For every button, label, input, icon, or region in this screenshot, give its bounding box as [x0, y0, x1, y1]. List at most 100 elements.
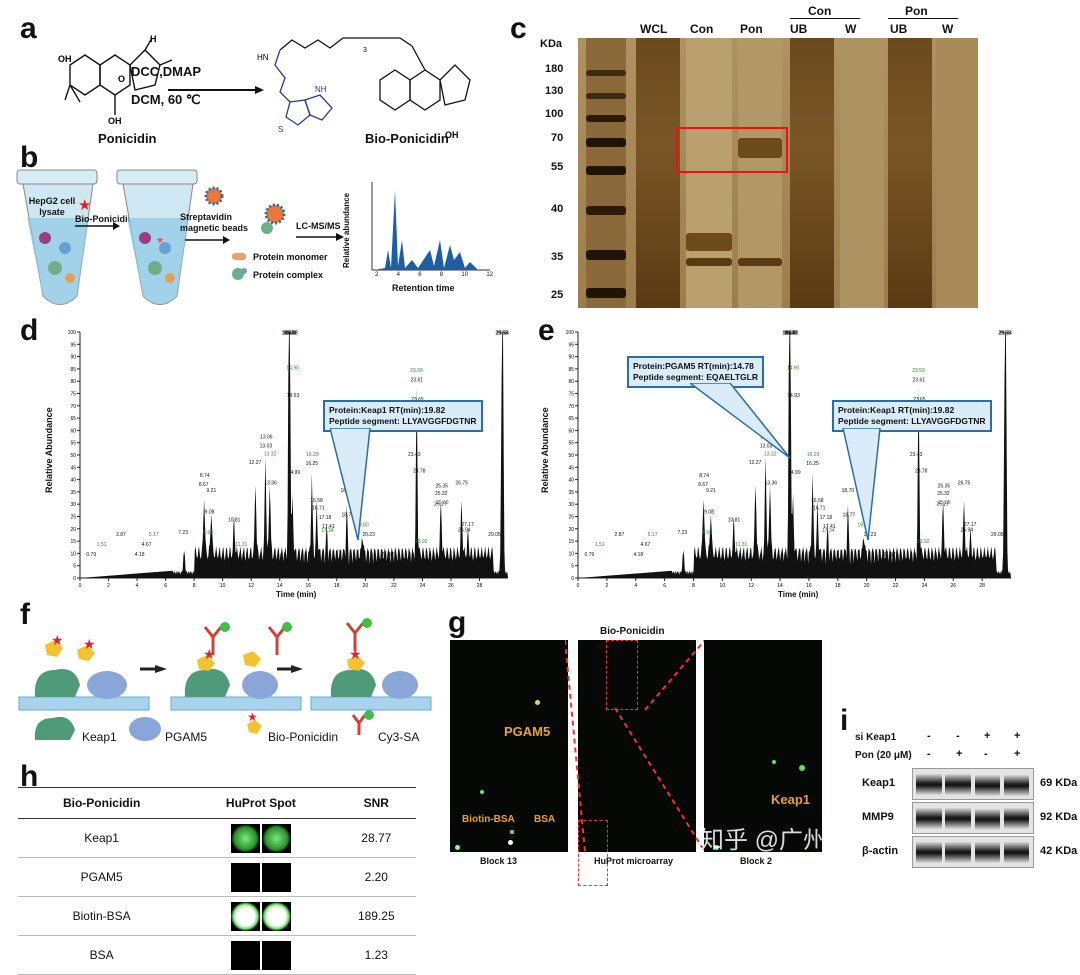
panel-label-h: h	[20, 760, 39, 793]
con-w-lane	[840, 38, 884, 308]
legend-cy3: Cy3-SA	[378, 730, 420, 744]
peak-label: 16.58	[811, 498, 824, 504]
con-ub-lane	[790, 38, 834, 308]
ponicidin-structure	[64, 37, 173, 115]
ponicidin-label: Ponicidin	[98, 131, 157, 146]
con-lane	[686, 38, 732, 308]
pon-lane	[738, 38, 782, 308]
peak-label: 23.78	[915, 469, 928, 475]
pon-label: Pon (20 μM)	[855, 750, 912, 761]
tick: 4	[396, 272, 400, 278]
y-tick: 10	[70, 551, 76, 557]
spot-image	[230, 862, 260, 892]
lane-label-ub: UB	[790, 22, 808, 36]
peak-label: 10.81	[228, 518, 241, 524]
y-tick: 10	[568, 551, 574, 557]
x-tick: 24	[420, 583, 426, 589]
marker-180: 180	[545, 63, 564, 75]
header-probe: Bio-Ponicidin	[18, 787, 186, 819]
legend-keap1: Keap1	[82, 730, 117, 744]
panel-label-f: f	[20, 598, 30, 631]
microarray-title: Bio-Ponicidin	[600, 626, 665, 637]
marker-40: 40	[551, 203, 564, 215]
arrow-icon	[296, 233, 344, 241]
highlight-box	[676, 127, 788, 173]
x-tick: 0	[577, 583, 580, 589]
peak-label: 7.23	[677, 530, 687, 536]
y-tick: 75	[70, 392, 76, 398]
y-tick: 40	[70, 478, 76, 484]
panel-label-b: b	[20, 141, 39, 174]
peak-label: 20.23	[362, 532, 375, 538]
row-name: Keap1	[18, 818, 186, 858]
arrow-icon	[75, 222, 120, 230]
microarray-label: HuProt microarray	[594, 856, 674, 866]
peak-label: 14.73	[784, 330, 797, 336]
y-tick: 15	[568, 539, 574, 545]
mini-chart-ylabel: Relative abundance	[342, 192, 351, 268]
row-snr: 2.20	[336, 857, 416, 897]
spectrum-d: 1009590858075706560555045403530252015105…	[68, 330, 510, 589]
peak-label: 25.32	[937, 491, 950, 497]
peak-label: 29.58	[496, 330, 509, 336]
y-tick: 75	[568, 392, 574, 398]
marker-130: 130	[545, 85, 564, 97]
blot-size: 69 KDa	[1040, 777, 1078, 789]
blot-size: 92 KDa	[1040, 811, 1078, 823]
peak-label: 2.87	[615, 532, 625, 538]
pon-ub-lane	[888, 38, 932, 308]
y-tick: 50	[568, 453, 574, 459]
legend-pgam5: PGAM5	[165, 730, 208, 744]
peak-label: 8.67	[199, 482, 209, 488]
legend-probe: Bio-Ponicidin	[268, 730, 339, 744]
header-snr: SNR	[336, 787, 416, 819]
x-tick: 4	[634, 583, 637, 589]
callout-line: Protein:PGAM5 RT(min):14.78	[633, 361, 754, 371]
x-tick: 0	[79, 583, 82, 589]
nh-label: NH	[315, 85, 327, 94]
svg-text:★: ★	[156, 235, 164, 245]
x-tick: 22	[391, 583, 397, 589]
peak-label: 23.92	[917, 539, 930, 545]
x-tick: 28	[979, 583, 985, 589]
spot-image	[261, 901, 291, 931]
sign: -	[927, 748, 931, 760]
callout-line: Peptide segment: LLYAVGGFDGTNR	[329, 416, 477, 427]
marker-35: 35	[551, 251, 564, 263]
y-tick: 0	[73, 576, 76, 582]
header-spot: HuProt Spot	[185, 787, 337, 819]
kda-label: KDa	[540, 38, 563, 50]
peak-label: 21.57	[381, 552, 394, 558]
blot-name: Keap1	[862, 777, 896, 789]
peak-label: 17.18	[319, 515, 332, 521]
complex-small-icon	[232, 268, 247, 280]
wcl-lane	[636, 38, 680, 308]
o-label: O	[118, 74, 125, 84]
x-tick: 22	[893, 583, 899, 589]
panel-label-c: c	[510, 12, 527, 45]
callout-line: Protein:Keap1 RT(min):19.82	[329, 405, 446, 415]
peak-label: 23.61	[411, 378, 424, 384]
lane-label-w: W	[845, 22, 857, 36]
mini-chart-xlabel: Retention time	[392, 283, 455, 293]
peak-label: 27.17	[461, 522, 474, 528]
marker-100: 100	[545, 108, 564, 120]
peak-label: 16.25	[806, 461, 819, 467]
row-snr: 1.23	[336, 935, 416, 975]
x-tick: 18	[334, 583, 340, 589]
peak-label: 4.18	[633, 552, 643, 558]
callout-pointer	[690, 383, 791, 459]
oh-label: OH	[58, 54, 72, 64]
reagents-bottom: DCM, 60 ℃	[131, 92, 201, 107]
peak-label: 16.29	[807, 452, 820, 458]
peak-label: 23.59	[410, 368, 423, 374]
peak-label: 14.77	[284, 330, 297, 336]
x-tick: 24	[922, 583, 928, 589]
panel-label-e: e	[538, 314, 555, 347]
bio-ponicidin-label: Bio-Ponicidin	[365, 131, 449, 146]
block-13-label: Block 13	[480, 856, 518, 866]
reagents-top: DCC,DMAP	[131, 64, 202, 79]
snr-table: Bio-Ponicidin HuProt Spot SNR Keap1 28.7…	[18, 787, 416, 975]
x-tick: 2	[605, 583, 608, 589]
biotin-bsa-label: Biotin-BSA	[462, 814, 515, 825]
